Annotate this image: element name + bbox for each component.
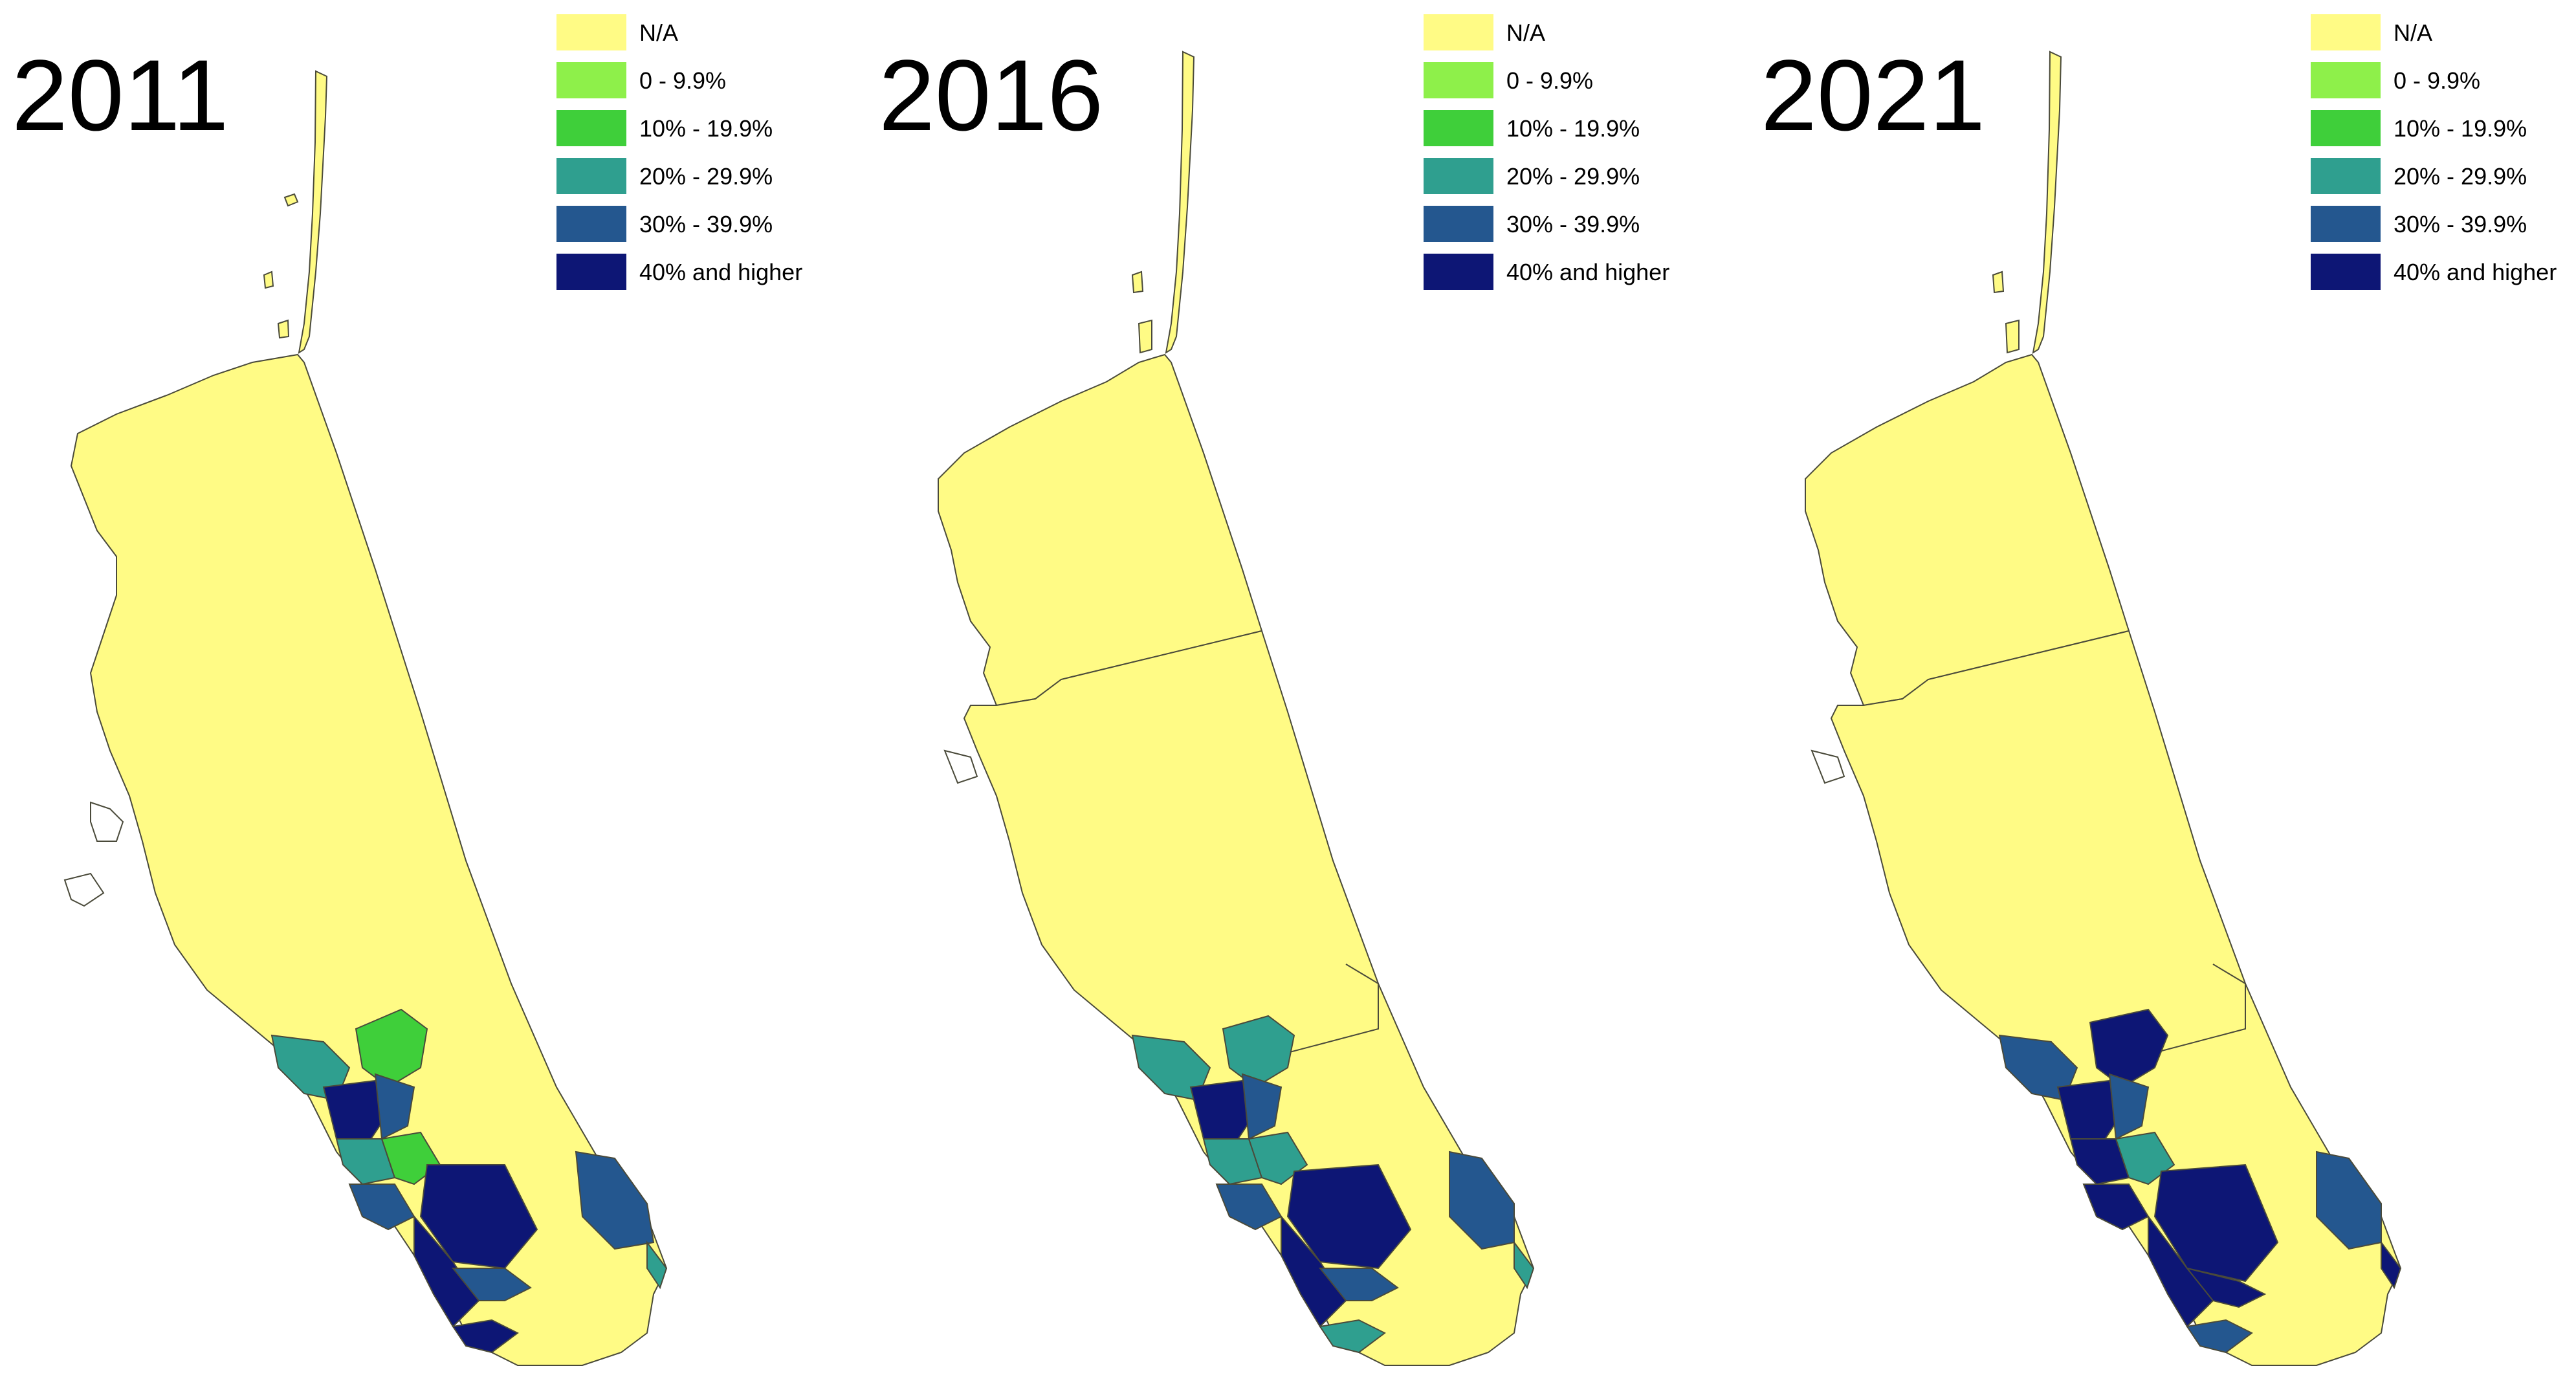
legend-swatch [1424, 158, 1493, 194]
small-island-1 [1992, 270, 2005, 294]
legend-label: N/A [1506, 19, 1546, 46]
tract-south [963, 630, 1535, 1366]
tract-30-d [575, 1151, 655, 1250]
tract-40-b [2056, 1079, 2124, 1153]
tract-40-d [452, 1319, 519, 1354]
legend-label: 30% - 39.9% [1506, 211, 1640, 237]
tract-40-h [2381, 1240, 2402, 1290]
tract-polygons [270, 1008, 668, 1354]
tract-10-a [355, 1008, 428, 1088]
legend-swatch [556, 110, 626, 146]
legend-swatch [1424, 14, 1493, 50]
legend-label: 30% - 39.9% [2394, 211, 2527, 237]
small-island-2 [2005, 319, 2020, 354]
legend-label: N/A [639, 19, 679, 46]
map-2016 [938, 50, 1535, 1366]
map-panel-2021: 2021 N/A 0 - 9.9% 10% - 19.9% 20% - 29.9… [1734, 0, 2576, 1388]
map-panel-2011: 2011 N/A 0 - 9.9% 10% - 19.9% 20% - 29.9… [0, 0, 867, 1388]
legend-swatch [2311, 62, 2381, 98]
tract-20-c [1202, 1138, 1263, 1185]
tract-40-a [322, 1079, 390, 1153]
legend-label: 20% - 29.9% [639, 163, 773, 190]
tract-border-east [2122, 964, 2246, 1062]
legend-swatch [556, 254, 626, 290]
small-island-2 [263, 270, 274, 289]
coast-inlet-2 [63, 872, 105, 907]
legend-swatch [2311, 158, 2381, 194]
small-island-2 [1138, 319, 1152, 354]
small-island-1 [1131, 270, 1144, 294]
tract-40-a [2089, 1008, 2169, 1088]
region-outline [1805, 50, 2402, 1366]
tract-border-east [1255, 964, 1379, 1062]
legend-label: 10% - 19.9% [639, 115, 773, 142]
peninsula-north-tip [1165, 50, 1195, 355]
legend-label: 20% - 29.9% [2394, 163, 2527, 190]
peninsula-north-tip [2032, 50, 2062, 355]
small-island-1 [283, 193, 299, 207]
map-year-title: 2016 [879, 39, 1104, 152]
tract-20-e [1319, 1319, 1386, 1354]
tract-40-b [1286, 1163, 1412, 1270]
legend-swatch [2311, 110, 2381, 146]
tract-20-b [335, 1138, 396, 1185]
legend-label: 0 - 9.9% [1506, 67, 1594, 94]
legend-label: 0 - 9.9% [639, 67, 727, 94]
peninsula-north-tip [298, 70, 328, 355]
tract-north [1805, 353, 2130, 707]
tract-30-c [451, 1268, 532, 1301]
legend-label: 10% - 19.9% [2394, 115, 2527, 142]
tract-30-b [2108, 1073, 2150, 1140]
mainland [70, 353, 668, 1366]
legend-swatch [2311, 254, 2381, 290]
tract-40-e [2153, 1163, 2279, 1283]
legend-swatch [556, 14, 626, 50]
tract-40-g [2185, 1267, 2267, 1308]
tract-40-d [2082, 1184, 2150, 1231]
legend-label: 40% and higher [2394, 259, 2557, 285]
region-outline [63, 70, 668, 1366]
legend-label: 40% and higher [639, 259, 803, 285]
tract-30-c [2186, 1319, 2253, 1354]
tract-polygons [1131, 1015, 1535, 1354]
map-year-title: 2021 [1761, 39, 1986, 152]
tract-polygons [1998, 1008, 2402, 1354]
map-year-title: 2011 [12, 39, 229, 152]
tract-20-f [1514, 1240, 1535, 1290]
legend-swatch [556, 62, 626, 98]
legend-label: 40% and higher [1506, 259, 1670, 285]
tract-40-c [2069, 1138, 2130, 1185]
legend-swatch [556, 158, 626, 194]
legend-swatch [1424, 110, 1493, 146]
legend-swatch [2311, 206, 2381, 242]
map-panel-2016: 2016 N/A 0 - 9.9% 10% - 19.9% 20% - 29.9… [867, 0, 1734, 1388]
coast-inlet [943, 749, 978, 784]
legend-swatch [556, 206, 626, 242]
tract-40-a [1189, 1079, 1257, 1153]
tract-30-a [1241, 1073, 1282, 1140]
tract-30-b [1215, 1184, 1282, 1231]
legend-label: 30% - 39.9% [639, 211, 773, 237]
tract-30-b [348, 1184, 415, 1231]
small-island-3 [277, 319, 290, 339]
legend-label: 0 - 9.9% [2394, 67, 2481, 94]
map-2021 [1805, 50, 2402, 1366]
tract-south [1830, 630, 2402, 1366]
map-2011 [63, 70, 668, 1366]
tract-20-c [646, 1240, 668, 1290]
legend-label: 10% - 19.9% [1506, 115, 1640, 142]
tract-30-a [374, 1073, 415, 1140]
legend-label: 20% - 29.9% [1506, 163, 1640, 190]
coast-inlet [1811, 749, 1845, 784]
region-outline [938, 50, 1535, 1366]
legend-swatch [1424, 62, 1493, 98]
legend-label: N/A [2394, 19, 2433, 46]
legend-swatch [1424, 206, 1493, 242]
legend-swatch [1424, 254, 1493, 290]
tract-30-c [1318, 1268, 1399, 1301]
coast-inlet-1 [90, 801, 124, 842]
tract-20-b [1222, 1015, 1295, 1088]
tract-north [938, 353, 1263, 707]
legend-swatch [2311, 14, 2381, 50]
